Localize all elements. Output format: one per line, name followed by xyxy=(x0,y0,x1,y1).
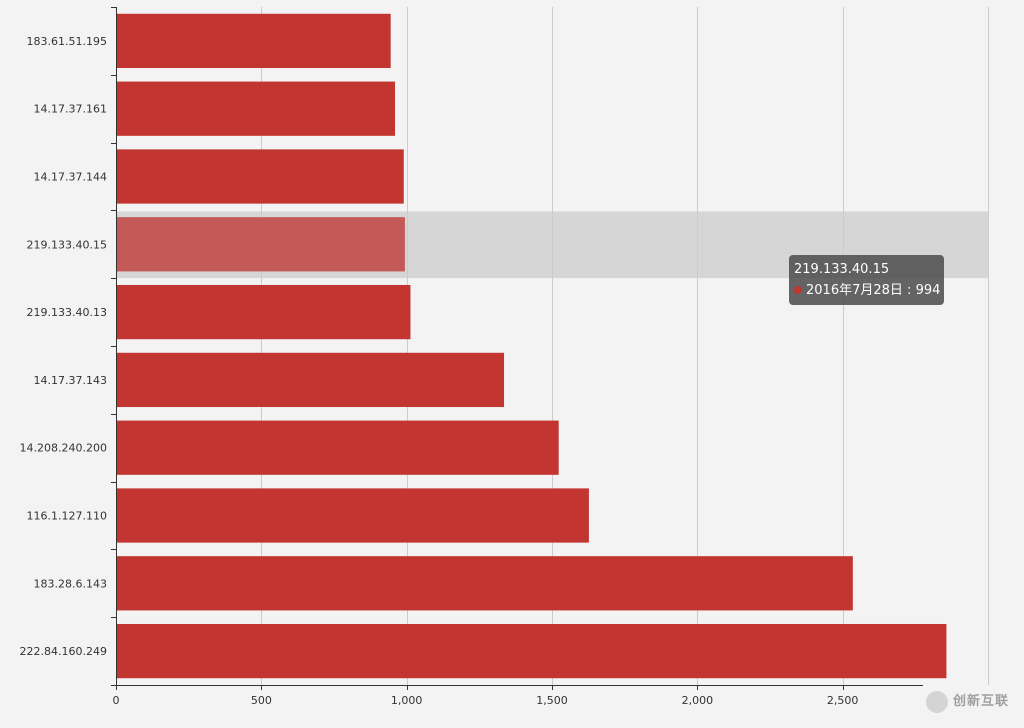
bar xyxy=(117,352,505,408)
x-tick-label: 2,000 xyxy=(682,694,714,707)
bar xyxy=(117,420,559,475)
category-label: 183.61.51.195 xyxy=(27,35,107,48)
category-label: 14.17.37.144 xyxy=(34,171,107,184)
bar xyxy=(117,556,853,611)
bar xyxy=(117,13,391,69)
x-tick-label: 0 xyxy=(113,694,120,707)
x-tick-label: 1,000 xyxy=(391,694,423,707)
x-tick-label: 1,500 xyxy=(536,694,568,707)
category-label: 14.17.37.143 xyxy=(34,374,107,387)
x-tick-label: 500 xyxy=(251,694,272,707)
category-label: 219.133.40.15 xyxy=(27,238,107,251)
series-dot-icon xyxy=(794,285,802,294)
bar xyxy=(117,149,404,204)
watermark-logo: 创新互联 xyxy=(926,690,1018,716)
category-label: 183.28.6.143 xyxy=(34,577,107,590)
bar xyxy=(117,81,396,136)
tooltip-series-label: 2016年7月28日 xyxy=(806,283,903,298)
category-label: 219.133.40.13 xyxy=(27,306,107,319)
x-tick-label: 2,500 xyxy=(827,694,859,707)
category-label: 222.84.160.249 xyxy=(20,645,107,658)
tooltip-separator: : xyxy=(902,283,916,298)
category-label: 14.17.37.161 xyxy=(34,103,107,116)
bar xyxy=(117,623,947,679)
tooltip-row: 2016年7月28日 : 994 xyxy=(794,280,944,301)
logo-icon xyxy=(926,691,948,713)
tooltip: 219.133.40.15 2016年7月28日 : 994 xyxy=(789,255,944,305)
bar xyxy=(117,488,589,543)
category-label: 14.208.240.200 xyxy=(20,442,107,455)
bar xyxy=(117,284,411,340)
watermark-text: 创新互联 xyxy=(953,694,1010,709)
category-label: 116.1.127.110 xyxy=(27,510,107,523)
tooltip-value: 994 xyxy=(915,283,941,298)
tooltip-title: 219.133.40.15 xyxy=(794,262,890,277)
bar xyxy=(117,217,405,272)
